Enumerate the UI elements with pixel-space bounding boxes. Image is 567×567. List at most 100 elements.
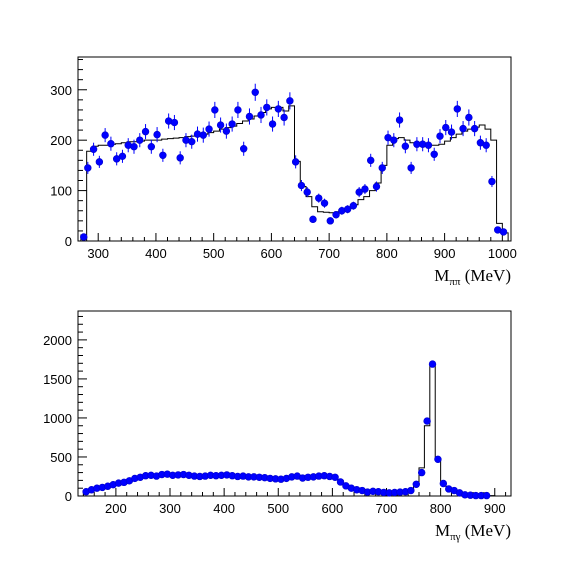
data-point <box>372 182 381 191</box>
histogram-step <box>80 105 509 241</box>
data-point <box>297 181 306 190</box>
data-point <box>315 194 323 202</box>
data-point <box>439 479 448 488</box>
data-point <box>434 455 442 464</box>
data-point <box>482 141 490 149</box>
x-tick-label: 400 <box>145 246 167 261</box>
data-point <box>147 143 156 151</box>
data-point <box>153 130 161 139</box>
data-point <box>326 217 334 225</box>
y-tick-label: 200 <box>50 133 72 148</box>
x-tick-label: 700 <box>376 501 398 516</box>
data-point <box>361 185 369 193</box>
y-tick-label: 0 <box>65 234 72 249</box>
x-tick-label: 600 <box>322 501 344 516</box>
data-point <box>222 127 231 135</box>
x-axis-title: Mππ (MeV) <box>434 266 511 288</box>
data-point <box>291 158 300 166</box>
data-point <box>228 120 236 128</box>
data-point <box>263 103 271 112</box>
x-tick-label: 300 <box>159 501 181 516</box>
data-point <box>343 205 352 213</box>
data-point <box>159 151 167 160</box>
data-point <box>367 156 375 165</box>
y-tick-label: 300 <box>50 83 72 98</box>
data-point <box>407 164 415 172</box>
data-point <box>459 124 467 133</box>
data-point <box>436 132 444 140</box>
data-point <box>442 123 450 132</box>
x-tick-label: 900 <box>434 246 456 261</box>
plot-frame <box>77 310 512 497</box>
data-point <box>205 125 213 133</box>
y-tick-label: 1500 <box>43 372 72 387</box>
data-point <box>453 105 462 113</box>
data-point <box>80 233 88 241</box>
data-point <box>239 145 248 153</box>
data-point <box>430 150 438 158</box>
bottom-panel: 200 300 400 500 600 700 800 900 0 500 1000 1500 2000… <box>43 310 512 543</box>
data-point <box>199 131 207 139</box>
data-point <box>447 128 456 136</box>
data-point <box>118 152 127 161</box>
data-point <box>488 177 496 186</box>
data-point <box>84 164 92 172</box>
data-point <box>465 113 473 122</box>
data-point <box>251 88 259 96</box>
x-axis-title: Mπγ (MeV) <box>435 521 511 543</box>
data-point <box>470 124 479 133</box>
data-point <box>245 112 254 121</box>
data-point <box>482 491 491 500</box>
data-point <box>234 106 242 114</box>
y-tick-label: 2000 <box>43 333 72 348</box>
data-point <box>136 136 144 144</box>
data-point <box>309 215 317 224</box>
data-point <box>257 111 265 119</box>
y-tick-label: 0 <box>65 489 72 504</box>
data-point <box>211 106 219 114</box>
data-point <box>286 97 294 105</box>
data-point <box>407 486 415 495</box>
data-point <box>499 228 508 236</box>
data-point <box>424 141 433 149</box>
data-point <box>141 127 150 136</box>
data-point <box>280 113 288 122</box>
data-point <box>107 140 115 148</box>
data-point <box>130 143 138 151</box>
data-point <box>378 164 386 172</box>
data-point <box>170 118 179 127</box>
x-tick-label: 400 <box>213 501 235 516</box>
y-tick-label: 1000 <box>43 411 72 426</box>
x-tick-label: 600 <box>261 246 283 261</box>
data-point <box>412 480 420 488</box>
data-point <box>417 468 426 477</box>
data-point <box>401 142 410 150</box>
x-tick-label: 700 <box>318 246 340 261</box>
data-point <box>355 188 363 196</box>
data-point <box>349 202 358 210</box>
data-point <box>303 188 311 196</box>
data-point <box>188 137 196 146</box>
data-point <box>336 478 345 486</box>
data-point <box>390 136 398 144</box>
data-point <box>331 473 339 481</box>
x-tick-label: 500 <box>267 501 289 516</box>
data-point <box>216 121 225 129</box>
data-point <box>101 131 109 139</box>
data-point <box>176 154 184 162</box>
x-tick-label: 500 <box>203 246 225 261</box>
data-point <box>274 105 283 113</box>
data-point <box>89 145 98 153</box>
data-point <box>268 120 277 128</box>
top-panel: 300 400 500 600 700 800 900 1000 0 100 200 300 Mππ (… <box>50 56 517 288</box>
data-point <box>320 199 329 207</box>
data-point <box>95 158 104 166</box>
x-tick-label: 1000 <box>488 246 517 261</box>
x-tick-label: 900 <box>484 501 506 516</box>
data-point <box>423 417 431 425</box>
data-point <box>428 360 437 368</box>
y-tick-label: 500 <box>50 450 72 465</box>
data-point <box>332 211 340 219</box>
data-point <box>395 116 404 124</box>
